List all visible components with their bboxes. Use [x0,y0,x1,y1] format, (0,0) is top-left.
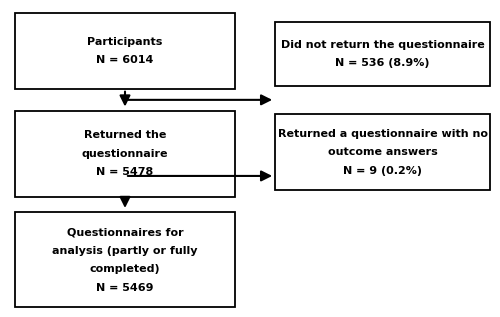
FancyBboxPatch shape [15,111,235,197]
FancyBboxPatch shape [275,22,490,86]
Text: N = 536 (8.9%): N = 536 (8.9%) [335,58,430,68]
FancyBboxPatch shape [15,212,235,307]
Text: Participants: Participants [88,36,162,47]
Text: N = 6014: N = 6014 [96,55,154,65]
Text: Returned the: Returned the [84,130,166,140]
Text: Did not return the questionnaire: Did not return the questionnaire [280,40,484,50]
Text: Questionnaires for: Questionnaires for [66,227,184,237]
FancyBboxPatch shape [15,13,235,89]
FancyBboxPatch shape [275,114,490,190]
Text: questionnaire: questionnaire [82,149,168,159]
Text: outcome answers: outcome answers [328,147,438,157]
Text: analysis (partly or fully: analysis (partly or fully [52,246,198,256]
Text: N = 9 (0.2%): N = 9 (0.2%) [343,165,422,176]
Text: N = 5478: N = 5478 [96,167,154,177]
Text: N = 5469: N = 5469 [96,282,154,293]
Text: Returned a questionnaire with no: Returned a questionnaire with no [278,129,488,139]
Text: completed): completed) [90,264,160,274]
